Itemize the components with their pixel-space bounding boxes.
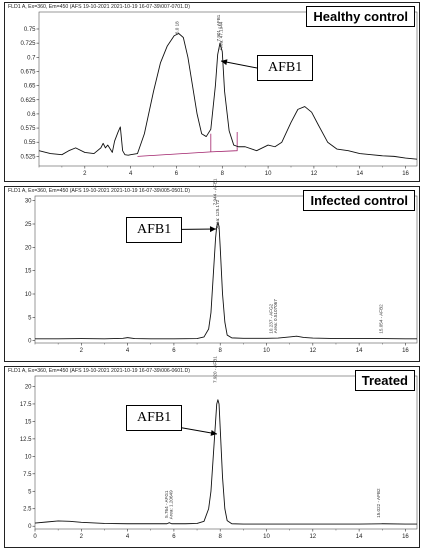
y-tick-label: 7.5 <box>23 472 32 478</box>
x-tick-label: 10 <box>265 171 272 177</box>
sample-label: Treated <box>354 370 415 391</box>
peak-label: 15.054 - AFB2 <box>378 304 383 334</box>
afb1-callout: AFB1 <box>257 55 314 81</box>
x-tick-label: 4 <box>126 348 130 354</box>
y-tick-label: 0.625 <box>20 98 36 104</box>
panel-infected-control: FLD1 A, Ex=360, Em=450 (AFS 19-10-2021 2… <box>4 178 420 362</box>
y-tick-label: 0.7 <box>27 55 36 61</box>
x-tick-label: 6 <box>172 534 176 540</box>
y-tick-label: 0.675 <box>20 69 36 75</box>
x-tick-label: 8 <box>219 534 223 540</box>
x-tick-label: 16 <box>402 171 409 177</box>
peak-label: 7.920 - AFB1 <box>213 356 218 383</box>
x-tick-label: 8 <box>219 348 223 354</box>
signal-trace <box>34 399 417 525</box>
panel-header: FLD1 A, Ex=360, Em=450 (AFS 19-10-2021 2… <box>8 368 190 374</box>
y-tick-label: 0.55 <box>24 140 36 146</box>
y-tick-label: 0.65 <box>24 84 36 90</box>
peak-label: Area: 1.20649 <box>169 490 174 519</box>
y-tick-label: 2.5 <box>23 507 32 513</box>
y-tick-label: 15 <box>25 419 32 425</box>
x-tick-label: 2 <box>80 348 84 354</box>
y-tick-label: 0.575 <box>20 126 36 132</box>
x-tick-label: 16 <box>402 534 409 540</box>
treated-chart: 0 2.5 5 7.5 10 12.5 15 17.5 20 0 2 4 6 8 10 12 14 16 7.920… <box>20 356 418 540</box>
afb1-callout: AFB1 <box>126 217 183 243</box>
x-tick-label: 8 <box>221 171 225 177</box>
y-tick-label: 5 <box>28 489 32 495</box>
y-tick-label: 0 <box>28 524 32 530</box>
peak-label: Area: 47.1944 <box>218 21 223 50</box>
x-tick-label: 2 <box>80 534 84 540</box>
x-tick-label: 2 <box>83 171 87 177</box>
x-tick-label: 14 <box>356 348 363 354</box>
x-tick-label: 16 <box>402 348 409 354</box>
y-tick-label: 0.75 <box>24 27 36 33</box>
sample-label: Infected control <box>303 190 415 211</box>
peak-label: Area: 125.172 <box>215 199 220 228</box>
x-tick-label: 6 <box>175 171 179 177</box>
y-tick-label: 10 <box>25 292 32 298</box>
plot-frame <box>38 11 418 167</box>
signal-trace <box>38 33 418 160</box>
peak-label: 6.0 18 <box>175 21 180 34</box>
y-tick-label: 0.525 <box>20 154 36 160</box>
x-tick-label: 0 <box>33 534 37 540</box>
y-tick-label: 15 <box>25 269 32 275</box>
signal-trace <box>35 222 417 340</box>
plot-frame <box>34 375 418 530</box>
x-tick-label: 12 <box>309 348 316 354</box>
peak-label: Area: 0.5107067 <box>273 299 278 333</box>
peak-label: 7.901 - AFB1 <box>216 14 221 41</box>
x-tick-label: 12 <box>309 534 316 540</box>
x-tick-label: 14 <box>356 171 363 177</box>
y-tick-label: 30 <box>25 199 32 205</box>
callout-arrowhead <box>209 226 216 233</box>
y-tick-label: 5 <box>28 315 32 321</box>
x-tick-label: 12 <box>311 171 318 177</box>
panel-healthy-control: FLD1 A, Ex=360, Em=450 (AFS 19-10-2021 2… <box>4 2 420 182</box>
y-tick-label: 10 <box>25 454 32 460</box>
y-tick-label: 0.725 <box>20 41 36 47</box>
callout-arrowhead <box>221 59 228 66</box>
integration-baseline <box>137 132 238 157</box>
y-tick-label: 17.5 <box>20 402 32 408</box>
peak-label: 15.022 - AFB2 <box>376 488 381 518</box>
y-tick-label: 0 <box>28 339 32 345</box>
y-tick-label: 0.6 <box>27 112 36 118</box>
callout-arrowhead <box>210 430 217 436</box>
x-tick-label: 4 <box>126 534 130 540</box>
panel-header: FLD1 A, Ex=360, Em=450 (AFS 19-10-2021 2… <box>8 188 190 194</box>
x-tick-label: 6 <box>172 348 176 354</box>
peak-label: 5.764 - AFG1 <box>164 490 169 518</box>
sample-label: Healthy control <box>306 6 415 27</box>
panel-treated: FLD1 A, Ex=360, Em=450 (AFS 19-10-2021 2… <box>4 356 420 548</box>
peak-label: 7.944 - AFB1 <box>213 178 218 205</box>
panel-header: FLD1 A, Ex=360, Em=450 (AFS 19-10-2021 2… <box>8 4 190 10</box>
y-tick-label: 20 <box>25 384 32 390</box>
healthy-control-chart: 0.525 0.55 0.575 0.6 0.625 0.65 0.675 0.7 0.725 0… <box>20 11 418 177</box>
x-tick-label: 10 <box>263 534 270 540</box>
callout-arrow-line <box>220 60 258 69</box>
y-tick-label: 25 <box>25 222 32 228</box>
plot-frame <box>34 195 418 344</box>
x-tick-label: 4 <box>129 171 133 177</box>
y-tick-label: 20 <box>25 245 32 251</box>
x-tick-label: 14 <box>356 534 363 540</box>
afb1-callout: AFB1 <box>126 405 183 431</box>
peak-label: 10.237 - AFG2 <box>268 303 273 333</box>
x-tick-label: 10 <box>263 348 270 354</box>
y-tick-label: 12.5 <box>20 437 32 443</box>
